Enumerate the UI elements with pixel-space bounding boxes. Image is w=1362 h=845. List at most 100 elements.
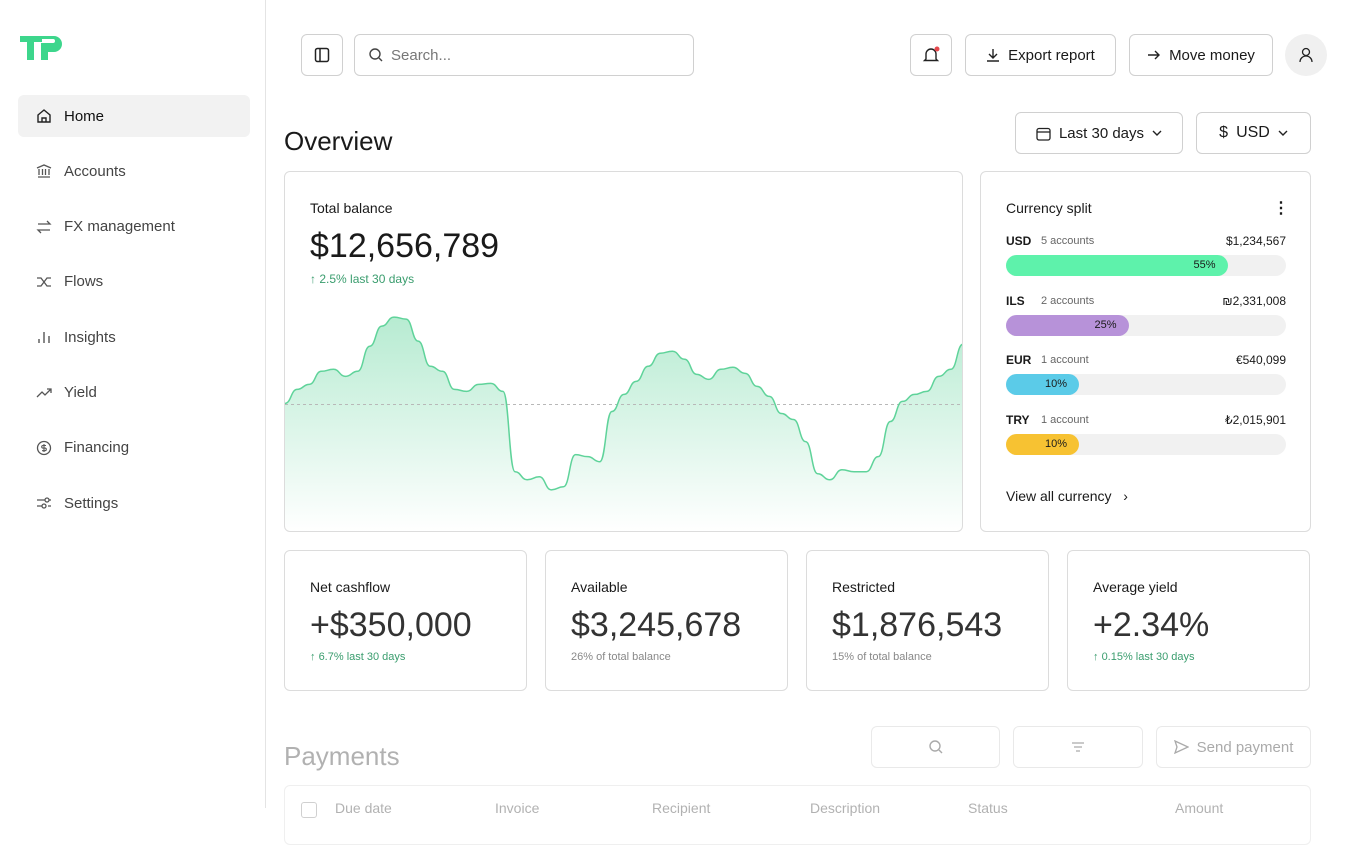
date-range[interactable]: Last 30 days [1015, 112, 1183, 154]
sidebar: Home Accounts FX management Flows Insights Yi… [0, 0, 266, 808]
nav-icon [36, 387, 52, 397]
search-placeholder: Search... [391, 46, 452, 64]
currency-row: TRY 1 account ₺2,015,901 10% [1006, 413, 1286, 459]
nav-icon [37, 109, 51, 123]
metric-note: ↑ 6.7% last 30 days [310, 651, 406, 663]
metric-card: Net cashflow +$350,000 ↑ 6.7% last 30 days [284, 550, 527, 691]
nav-item[interactable]: Insights [18, 316, 250, 358]
share-bar: 25% [1006, 314, 1129, 336]
nav-icon [36, 220, 52, 234]
balance-card: Total balance $12,656,789 ↑ 2.5% last 30… [284, 171, 963, 532]
sidebar-toggle[interactable] [301, 34, 343, 76]
notifications[interactable] [910, 34, 952, 76]
metric-note-text: 26% of total balance [571, 651, 671, 663]
metric-note: ↑ 0.15% last 30 days [1093, 651, 1195, 663]
metric-value: $3,245,678 [571, 606, 742, 644]
balance-chart [285, 316, 962, 531]
nav-icon [37, 277, 51, 287]
share-label: 10% [1044, 438, 1067, 451]
select-all[interactable] [301, 802, 317, 818]
nav-item[interactable]: Financing [18, 427, 250, 469]
send-payment[interactable]: Send payment [1156, 726, 1311, 768]
nav-icon [37, 497, 51, 509]
payments-table: Due date Invoice Recipient Description Statu… [284, 785, 1311, 845]
area-line [285, 316, 962, 491]
search-box[interactable]: Search... [354, 34, 694, 76]
balance-value: $12,656,789 [310, 227, 500, 265]
metric-note-text: 0.15% last 30 days [1101, 651, 1195, 663]
nav-label: Flows [64, 273, 104, 291]
nav-item[interactable]: FX management [18, 206, 250, 248]
nav-item[interactable]: Settings [18, 482, 250, 524]
payments-search[interactable] [871, 726, 1000, 768]
balance-label: Total balance [310, 200, 393, 216]
nav-label: Accounts [64, 162, 126, 180]
date-range-label: Last 30 days [1058, 124, 1145, 142]
avatar[interactable] [1285, 34, 1327, 76]
balance-change: ↑ 2.5% last 30 days [310, 272, 415, 286]
metric-card: Average yield +2.34% ↑ 0.15% last 30 days [1067, 550, 1310, 691]
currency-amount: ₪2,331,008 [1222, 293, 1286, 308]
more-menu[interactable]: ⋮ [1273, 200, 1289, 217]
metric-label: Available [571, 579, 628, 595]
currency-code: TRY [1006, 413, 1030, 428]
column-header: Invoice [495, 800, 540, 816]
nav-label: Insights [64, 328, 116, 346]
share-label: 55% [1193, 259, 1216, 271]
metric-card: Available $3,245,678 26% of total balance [545, 550, 788, 691]
metric-value: +2.34% [1093, 606, 1210, 644]
move-money-button[interactable]: Move money [1129, 34, 1273, 76]
share-bar: 55% [1006, 255, 1228, 276]
metric-note: 15% of total balance [832, 651, 932, 663]
column-header: Amount [1175, 800, 1224, 816]
column-header: Status [968, 800, 1008, 816]
nav-icon [36, 164, 52, 178]
payments-title: Payments [284, 741, 400, 771]
nav-icon [38, 332, 50, 344]
payments-section: Payments Send payment Due date Invoice Rec… [0, 700, 1362, 845]
nav-label: Settings [64, 494, 119, 512]
metric-label: Net cashflow [310, 579, 391, 595]
currency-code: ILS [1006, 293, 1025, 308]
column-header: Due date [335, 800, 392, 816]
currency-accounts: 2 accounts [1041, 294, 1095, 307]
currency-code: EUR [1006, 353, 1032, 368]
nav-item[interactable]: Flows [18, 261, 250, 303]
view-all-text: View all currency [1006, 488, 1112, 504]
currency-label: USD [1236, 124, 1270, 141]
nav-item[interactable]: Yield [18, 372, 250, 414]
currency-code: USD [1006, 234, 1032, 248]
nav-item[interactable]: Accounts [18, 150, 250, 192]
export-button[interactable]: Export report [965, 34, 1116, 76]
balance-change-text: 2.5% last 30 days [319, 272, 415, 286]
nav-icon [36, 440, 52, 455]
metric-label: Restricted [832, 579, 896, 595]
share-bar: 10% [1006, 434, 1079, 456]
nav-label: Home [64, 107, 105, 125]
metric-card: Restricted $1,876,543 15% of total balance [806, 550, 1049, 691]
currency-accounts: 1 account [1041, 414, 1089, 427]
currency-row: EUR 1 account €540,099 10% [1006, 353, 1286, 399]
currency-select[interactable]: $ USD [1196, 112, 1311, 154]
metric-label: Average yield [1093, 579, 1178, 595]
view-all-link[interactable]: View all currency › [1006, 488, 1128, 504]
currency-row: ILS 2 accounts ₪2,331,008 25% [1006, 294, 1286, 340]
area-fill [285, 317, 962, 531]
metric-note: 26% of total balance [571, 651, 671, 663]
nav-label: Yield [64, 384, 97, 401]
currency-card: Currency split ⋮ USD 5 accounts $1,234,567… [980, 171, 1311, 532]
currency-accounts: 1 account [1041, 354, 1089, 367]
metric-value: +$350,000 [310, 606, 472, 644]
nav-item[interactable]: Home [18, 95, 250, 137]
export-label: Export report [1008, 46, 1095, 64]
metric-note-text: 15% of total balance [832, 651, 932, 663]
logo[interactable] [18, 34, 70, 62]
payments-filter[interactable] [1013, 726, 1143, 768]
metric-value: $1,876,543 [832, 606, 1003, 644]
share-label: 10% [1044, 378, 1067, 391]
send-label: Send payment [1196, 738, 1294, 756]
metric-note-text: 6.7% last 30 days [318, 651, 406, 663]
nav-label: Financing [64, 439, 130, 457]
currency-amount: $1,234,567 [1225, 234, 1286, 248]
